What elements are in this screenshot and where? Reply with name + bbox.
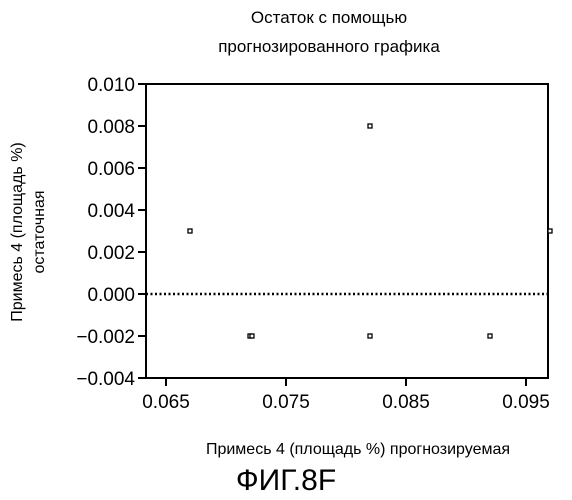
x-tick-label: 0.065	[142, 392, 190, 413]
figure-label: ФИГ.8F	[236, 464, 336, 497]
data-point	[368, 334, 372, 338]
y-tick-label: 0.010	[87, 75, 135, 96]
x-tick-label: 0.085	[382, 392, 430, 413]
y-tick-label: −0.004	[76, 369, 135, 390]
chart-title-line-1: Остаток с помощью	[251, 8, 407, 27]
y-axis-title: Примесь 4 (площадь %) остаточная	[9, 142, 48, 322]
y-tick-label: 0.000	[87, 285, 135, 306]
plot-area: 0.010 0.008 0.006 0.004 0.002 0.000 −0.002 −0.0…	[76, 75, 552, 413]
x-tick-label: 0.075	[262, 392, 310, 413]
y-tick-label: −0.002	[76, 327, 135, 348]
x-tick-label: 0.095	[502, 392, 550, 413]
y-tick-label: 0.008	[87, 117, 135, 138]
chart-title-line-2: прогнозированного графика	[218, 37, 440, 56]
data-point	[548, 229, 552, 233]
y-axis-title-line-2: остаточная	[31, 190, 48, 273]
y-tick-label: 0.002	[87, 243, 135, 264]
data-point	[488, 334, 492, 338]
x-axis-title: Примесь 4 (площадь %) прогнозируемая	[206, 441, 510, 458]
y-axis-title-line-1: Примесь 4 (площадь %)	[9, 142, 26, 322]
data-point	[368, 124, 372, 128]
data-point	[188, 229, 192, 233]
y-tick-label: 0.006	[87, 159, 135, 180]
y-tick-label: 0.004	[87, 201, 135, 222]
data-point	[250, 334, 254, 338]
